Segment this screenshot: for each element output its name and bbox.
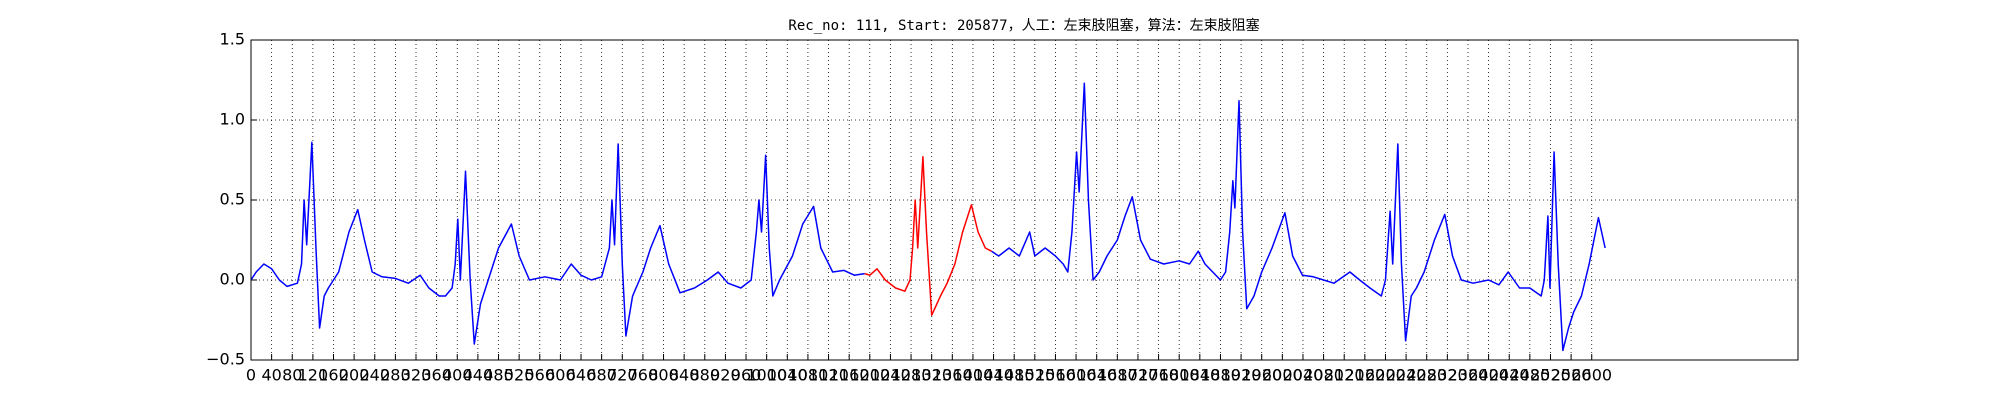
x-tick-label: 960 <box>731 366 762 385</box>
x-tick-label: 160 <box>318 366 349 385</box>
x-tick-label: 1280 <box>891 366 932 385</box>
x-tick-label: 280 <box>380 366 411 385</box>
x-tick-label: 2360 <box>1448 366 1489 385</box>
x-tick-label: 1400 <box>953 366 994 385</box>
x-tick-label: 0 <box>246 366 256 385</box>
x-tick-label: 920 <box>710 366 741 385</box>
chart-title: Rec_no: 111, Start: 205877，人工：左束肢阻塞，算法：左… <box>788 17 1259 34</box>
x-tick-label: 2280 <box>1406 366 1447 385</box>
x-tick-label: 1000 <box>746 366 787 385</box>
x-tick-label: 2040 <box>1283 366 1324 385</box>
x-tick-label: 1600 <box>1056 366 1097 385</box>
x-tick-label: 800 <box>648 366 679 385</box>
x-tick-label: 360 <box>421 366 452 385</box>
x-tick-label: 2560 <box>1551 366 1592 385</box>
x-tick-label: 440 <box>463 366 494 385</box>
x-tick-label: 1960 <box>1241 366 1282 385</box>
x-tick-label: 680 <box>586 366 617 385</box>
x-tick-label: 640 <box>566 366 597 385</box>
x-tick-label: 1560 <box>1035 366 1076 385</box>
x-tick-label: 1800 <box>1159 366 1200 385</box>
x-tick-label: 1760 <box>1138 366 1179 385</box>
x-tick-label: 40 <box>261 366 281 385</box>
x-tick-label: 720 <box>607 366 638 385</box>
x-tick-label: 760 <box>628 366 659 385</box>
x-tick-label: 480 <box>483 366 514 385</box>
x-tick-label: 2000 <box>1262 366 1303 385</box>
x-tick-label: 1200 <box>849 366 890 385</box>
x-tick-label: 1480 <box>994 366 1035 385</box>
x-tick-label: 560 <box>524 366 555 385</box>
x-tick-label: 1240 <box>870 366 911 385</box>
x-tick-label: 600 <box>545 366 576 385</box>
y-tick-label: 1.5 <box>220 30 245 49</box>
x-tick-label: 1120 <box>808 366 849 385</box>
x-tick-label: 120 <box>298 366 329 385</box>
y-tick-label: 0.5 <box>220 190 245 209</box>
y-tick-label: 1.0 <box>220 110 245 129</box>
x-tick-label: 1640 <box>1076 366 1117 385</box>
x-tick-label: 320 <box>401 366 432 385</box>
x-tick-label: 1520 <box>1014 366 1055 385</box>
x-tick-label: 1840 <box>1179 366 1220 385</box>
x-tick-label: 2600 <box>1571 366 1612 385</box>
x-tick-label: 1720 <box>1118 366 1159 385</box>
x-tick-label: 1160 <box>829 366 870 385</box>
x-tick-label: 2480 <box>1509 366 1550 385</box>
x-tick-label: 2440 <box>1489 366 1530 385</box>
x-tick-label: 1920 <box>1221 366 1262 385</box>
x-tick-label: 2200 <box>1365 366 1406 385</box>
x-tick-label: 2520 <box>1530 366 1571 385</box>
ecg-line <box>250 82 1606 352</box>
x-tick-label: 200 <box>339 366 370 385</box>
x-tick-label: 1680 <box>1097 366 1138 385</box>
x-tick-label: 80 <box>282 366 302 385</box>
y-tick-label: 0.0 <box>220 270 245 289</box>
x-tick-label: 1320 <box>911 366 952 385</box>
x-tick-label: 880 <box>690 366 721 385</box>
x-tick-label: 1040 <box>767 366 808 385</box>
x-tick-label: 1360 <box>932 366 973 385</box>
x-tick-label: 240 <box>359 366 390 385</box>
x-tick-label: 1440 <box>973 366 1014 385</box>
x-tick-label: 1880 <box>1200 366 1241 385</box>
x-tick-label: 2120 <box>1324 366 1365 385</box>
x-tick-label: 1080 <box>788 366 829 385</box>
x-tick-label: 2240 <box>1386 366 1427 385</box>
y-tick-label: −0.5 <box>206 350 245 369</box>
ecg-line <box>864 156 992 316</box>
x-tick-label: 400 <box>442 366 473 385</box>
x-tick-label: 2400 <box>1468 366 1509 385</box>
x-tick-label: 2160 <box>1344 366 1385 385</box>
x-tick-label: 2320 <box>1427 366 1468 385</box>
x-tick-label: 520 <box>504 366 535 385</box>
plot-frame <box>250 39 1799 361</box>
x-tick-label: 840 <box>669 366 700 385</box>
x-tick-label: 2080 <box>1303 366 1344 385</box>
